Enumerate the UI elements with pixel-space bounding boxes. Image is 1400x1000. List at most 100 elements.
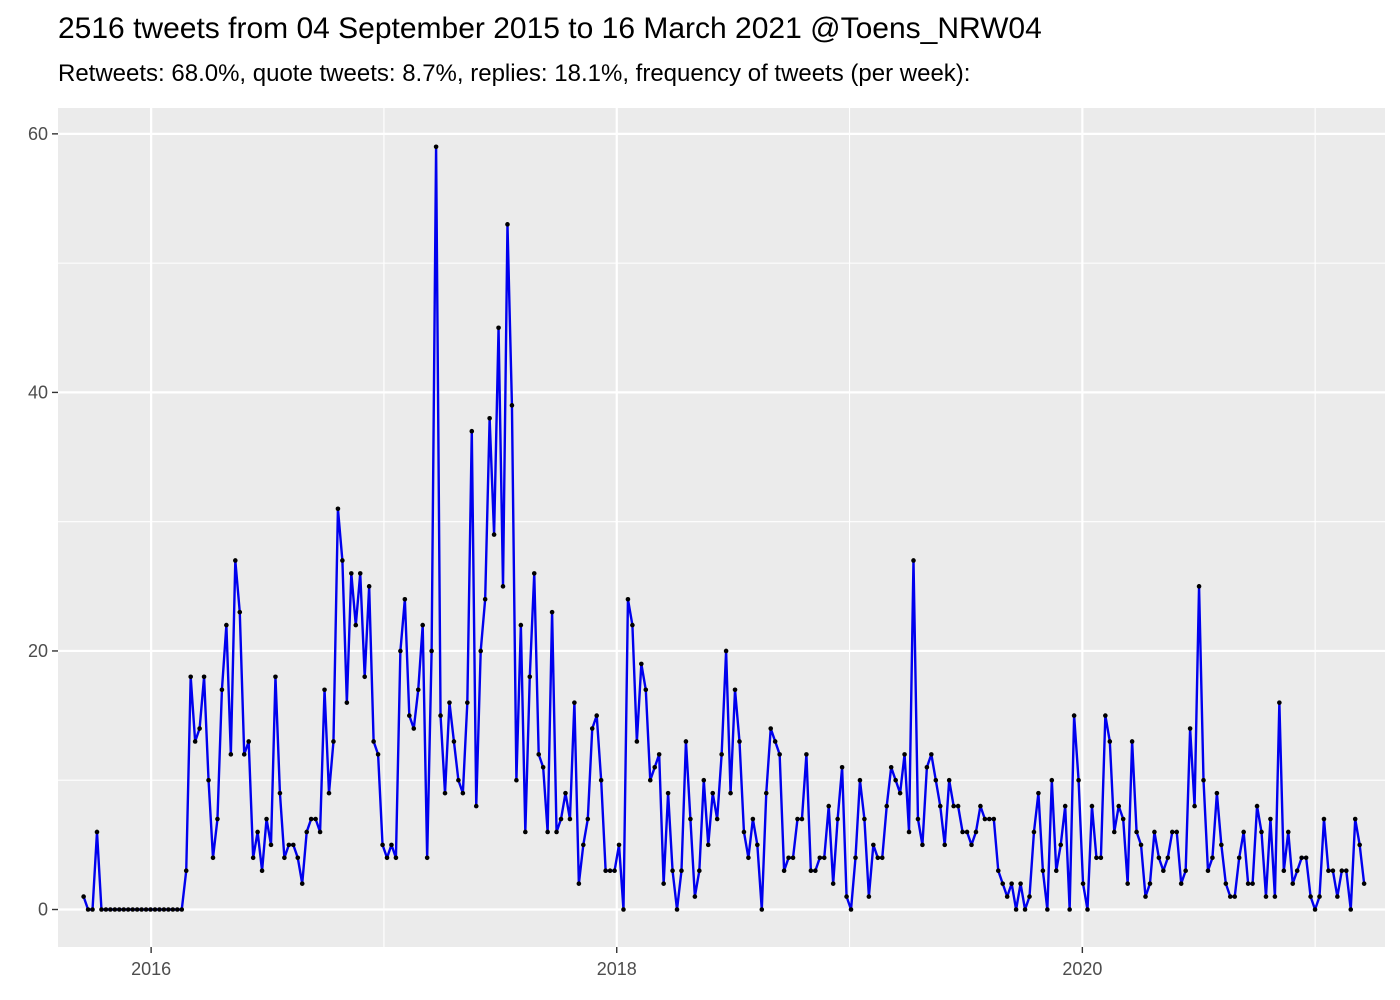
data-point <box>848 907 854 912</box>
data-point <box>85 907 91 912</box>
data-point <box>241 752 247 757</box>
data-point <box>170 907 176 912</box>
data-point <box>987 816 992 822</box>
data-point <box>804 752 809 757</box>
data-point <box>732 687 738 693</box>
data-point <box>737 739 742 744</box>
data-point <box>1058 842 1064 848</box>
data-point <box>991 816 997 822</box>
data-point <box>1210 855 1215 861</box>
data-point <box>402 596 408 602</box>
data-point <box>148 907 153 912</box>
data-point <box>589 726 595 731</box>
data-point <box>697 868 702 874</box>
data-point <box>1214 790 1220 796</box>
data-point <box>616 842 622 848</box>
y-tick-label: 0 <box>38 900 48 920</box>
data-point <box>224 622 229 628</box>
data-point <box>442 790 448 796</box>
data-point <box>531 571 537 576</box>
data-point <box>1161 868 1166 874</box>
data-point <box>331 739 336 744</box>
data-point <box>656 752 662 757</box>
x-tick-label: 2020 <box>1062 959 1102 979</box>
data-point <box>1165 855 1171 861</box>
data-point <box>1098 855 1104 861</box>
data-point <box>906 829 912 835</box>
data-point <box>424 855 430 861</box>
data-point <box>652 765 658 770</box>
data-point <box>99 907 104 912</box>
data-point <box>103 907 109 912</box>
plot-panel <box>58 108 1385 947</box>
data-point <box>509 403 515 408</box>
data-point <box>808 868 814 874</box>
data-point <box>1120 816 1126 822</box>
data-point <box>1080 881 1086 886</box>
data-point <box>679 868 684 874</box>
x-axis: 2016 2018 2020 <box>131 947 1102 979</box>
data-point <box>772 739 778 744</box>
data-point <box>1094 855 1099 861</box>
data-point <box>94 829 100 835</box>
data-point <box>233 558 238 563</box>
data-point <box>817 855 823 861</box>
data-point <box>581 842 586 848</box>
data-point <box>228 752 234 757</box>
data-point <box>567 816 573 822</box>
data-point <box>157 907 162 912</box>
data-point <box>1254 803 1260 809</box>
data-point <box>1036 790 1041 796</box>
data-point <box>777 752 782 757</box>
data-point <box>844 894 849 899</box>
chart-subtitle: Retweets: 68.0%, quote tweets: 8.7%, rep… <box>58 60 971 87</box>
data-point <box>1263 894 1269 899</box>
data-point <box>349 571 354 576</box>
data-point <box>353 622 359 628</box>
data-point <box>1089 803 1095 809</box>
data-point <box>1178 881 1184 886</box>
data-point <box>473 803 479 809</box>
data-point <box>179 907 185 912</box>
data-point <box>1330 868 1336 874</box>
data-point <box>540 765 546 770</box>
data-point <box>1326 868 1331 874</box>
data-point <box>688 816 693 822</box>
data-point <box>705 842 711 848</box>
data-point <box>1045 907 1050 912</box>
data-point <box>607 868 613 874</box>
data-point <box>1192 803 1197 809</box>
data-point <box>527 674 533 680</box>
data-point <box>871 842 876 848</box>
data-point <box>429 648 434 654</box>
data-point <box>112 907 118 912</box>
data-point <box>625 596 631 602</box>
data-point <box>1071 713 1077 718</box>
data-point <box>719 752 724 757</box>
data-point <box>375 752 381 757</box>
data-point <box>344 700 350 705</box>
data-point <box>572 700 577 705</box>
data-point <box>951 803 956 809</box>
y-tick-label: 20 <box>28 641 48 661</box>
data-point <box>491 532 497 537</box>
data-point <box>313 816 318 822</box>
data-point <box>340 558 345 563</box>
data-point <box>505 222 510 227</box>
data-point <box>665 790 671 796</box>
data-point <box>380 842 385 848</box>
data-point <box>1361 881 1367 886</box>
data-point <box>460 790 466 796</box>
data-point <box>1232 894 1238 899</box>
data-point <box>790 855 796 861</box>
data-point <box>1116 803 1122 809</box>
data-point <box>407 713 412 718</box>
data-point <box>594 713 600 718</box>
data-point <box>188 674 193 680</box>
data-point <box>451 739 457 744</box>
data-point <box>964 829 970 835</box>
data-point <box>1018 881 1023 886</box>
data-point <box>255 829 260 835</box>
data-point <box>1183 868 1188 874</box>
data-point <box>710 790 716 796</box>
